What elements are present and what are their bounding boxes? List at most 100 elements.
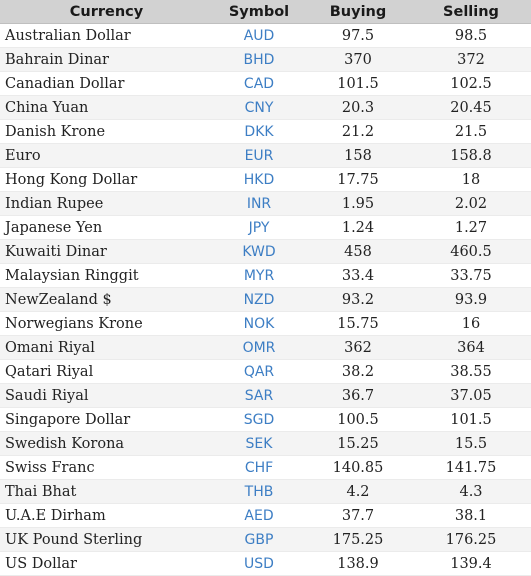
cell-buying: 1.95 <box>305 191 411 216</box>
cell-selling: 37.05 <box>411 383 531 408</box>
cell-selling: 158.8 <box>411 143 531 168</box>
cell-symbol: CAD <box>213 71 305 96</box>
cell-buying: 20.3 <box>305 95 411 120</box>
header-row: Currency Symbol Buying Selling <box>0 0 531 24</box>
cell-currency: Omani Riyal <box>0 335 213 360</box>
column-header-buying: Buying <box>305 0 411 24</box>
table-row: Kuwaiti Dinar KWD 458 460.5 <box>0 239 531 264</box>
cell-symbol: INR <box>213 191 305 216</box>
table-header: Currency Symbol Buying Selling <box>0 0 531 24</box>
cell-symbol: AED <box>213 503 305 528</box>
table-body: Australian Dollar AUD 97.5 98.5 Bahrain Dina… <box>0 23 531 576</box>
cell-symbol: HKD <box>213 167 305 192</box>
cell-currency: Swiss Franc <box>0 455 213 480</box>
cell-symbol: USD <box>213 551 305 576</box>
cell-selling: 176.25 <box>411 527 531 552</box>
cell-selling: 101.5 <box>411 407 531 432</box>
cell-buying: 33.4 <box>305 263 411 288</box>
cell-symbol: DKK <box>213 119 305 144</box>
cell-buying: 97.5 <box>305 23 411 48</box>
table-row: Malaysian Ringgit MYR 33.4 33.75 <box>0 263 531 288</box>
cell-currency: Australian Dollar <box>0 23 213 48</box>
cell-selling: 139.4 <box>411 551 531 576</box>
cell-buying: 36.7 <box>305 383 411 408</box>
cell-currency: U.A.E Dirham <box>0 503 213 528</box>
table-row: Qatari Riyal QAR 38.2 38.55 <box>0 359 531 384</box>
cell-symbol: NZD <box>213 287 305 312</box>
cell-buying: 1.24 <box>305 215 411 240</box>
cell-currency: Saudi Riyal <box>0 383 213 408</box>
table-row: Swiss Franc CHF 140.85 141.75 <box>0 455 531 480</box>
cell-currency: Danish Krone <box>0 119 213 144</box>
cell-selling: 460.5 <box>411 239 531 264</box>
cell-symbol: QAR <box>213 359 305 384</box>
cell-buying: 17.75 <box>305 167 411 192</box>
cell-buying: 100.5 <box>305 407 411 432</box>
table-row: Swedish Korona SEK 15.25 15.5 <box>0 431 531 456</box>
cell-selling: 98.5 <box>411 23 531 48</box>
cell-buying: 158 <box>305 143 411 168</box>
column-header-symbol: Symbol <box>213 0 305 24</box>
cell-buying: 175.25 <box>305 527 411 552</box>
cell-buying: 38.2 <box>305 359 411 384</box>
table-row: Hong Kong Dollar HKD 17.75 18 <box>0 167 531 192</box>
cell-currency: US Dollar <box>0 551 213 576</box>
cell-currency: Norwegians Krone <box>0 311 213 336</box>
cell-buying: 15.25 <box>305 431 411 456</box>
table-row: Saudi Riyal SAR 36.7 37.05 <box>0 383 531 408</box>
cell-symbol: GBP <box>213 527 305 552</box>
column-header-currency: Currency <box>0 0 213 24</box>
cell-buying: 362 <box>305 335 411 360</box>
cell-currency: China Yuan <box>0 95 213 120</box>
cell-selling: 16 <box>411 311 531 336</box>
table-row: Omani Riyal OMR 362 364 <box>0 335 531 360</box>
cell-currency: Hong Kong Dollar <box>0 167 213 192</box>
cell-symbol: NOK <box>213 311 305 336</box>
cell-symbol: THB <box>213 479 305 504</box>
cell-symbol: SAR <box>213 383 305 408</box>
cell-symbol: KWD <box>213 239 305 264</box>
cell-selling: 2.02 <box>411 191 531 216</box>
cell-selling: 38.1 <box>411 503 531 528</box>
cell-selling: 15.5 <box>411 431 531 456</box>
table-row: Australian Dollar AUD 97.5 98.5 <box>0 23 531 48</box>
cell-buying: 4.2 <box>305 479 411 504</box>
cell-currency: Qatari Riyal <box>0 359 213 384</box>
cell-buying: 21.2 <box>305 119 411 144</box>
cell-selling: 1.27 <box>411 215 531 240</box>
cell-symbol: SGD <box>213 407 305 432</box>
table-row: UK Pound Sterling GBP 175.25 176.25 <box>0 527 531 552</box>
cell-selling: 33.75 <box>411 263 531 288</box>
cell-currency: Swedish Korona <box>0 431 213 456</box>
table-row: Danish Krone DKK 21.2 21.5 <box>0 119 531 144</box>
cell-selling: 20.45 <box>411 95 531 120</box>
cell-selling: 93.9 <box>411 287 531 312</box>
cell-buying: 93.2 <box>305 287 411 312</box>
cell-selling: 38.55 <box>411 359 531 384</box>
table-row: Canadian Dollar CAD 101.5 102.5 <box>0 71 531 96</box>
cell-symbol: AUD <box>213 23 305 48</box>
cell-symbol: CNY <box>213 95 305 120</box>
table-row: Bahrain Dinar BHD 370 372 <box>0 47 531 72</box>
cell-selling: 18 <box>411 167 531 192</box>
cell-selling: 141.75 <box>411 455 531 480</box>
cell-symbol: EUR <box>213 143 305 168</box>
cell-symbol: MYR <box>213 263 305 288</box>
cell-currency: Bahrain Dinar <box>0 47 213 72</box>
table-row: Japanese Yen JPY 1.24 1.27 <box>0 215 531 240</box>
cell-buying: 15.75 <box>305 311 411 336</box>
column-header-selling: Selling <box>411 0 531 24</box>
cell-buying: 101.5 <box>305 71 411 96</box>
cell-currency: Canadian Dollar <box>0 71 213 96</box>
table-row: Singapore Dollar SGD 100.5 101.5 <box>0 407 531 432</box>
cell-selling: 102.5 <box>411 71 531 96</box>
table-row: NewZealand $ NZD 93.2 93.9 <box>0 287 531 312</box>
cell-symbol: CHF <box>213 455 305 480</box>
cell-symbol: SEK <box>213 431 305 456</box>
cell-currency: Thai Bhat <box>0 479 213 504</box>
cell-selling: 21.5 <box>411 119 531 144</box>
table-row: China Yuan CNY 20.3 20.45 <box>0 95 531 120</box>
cell-buying: 140.85 <box>305 455 411 480</box>
cell-selling: 364 <box>411 335 531 360</box>
cell-currency: UK Pound Sterling <box>0 527 213 552</box>
